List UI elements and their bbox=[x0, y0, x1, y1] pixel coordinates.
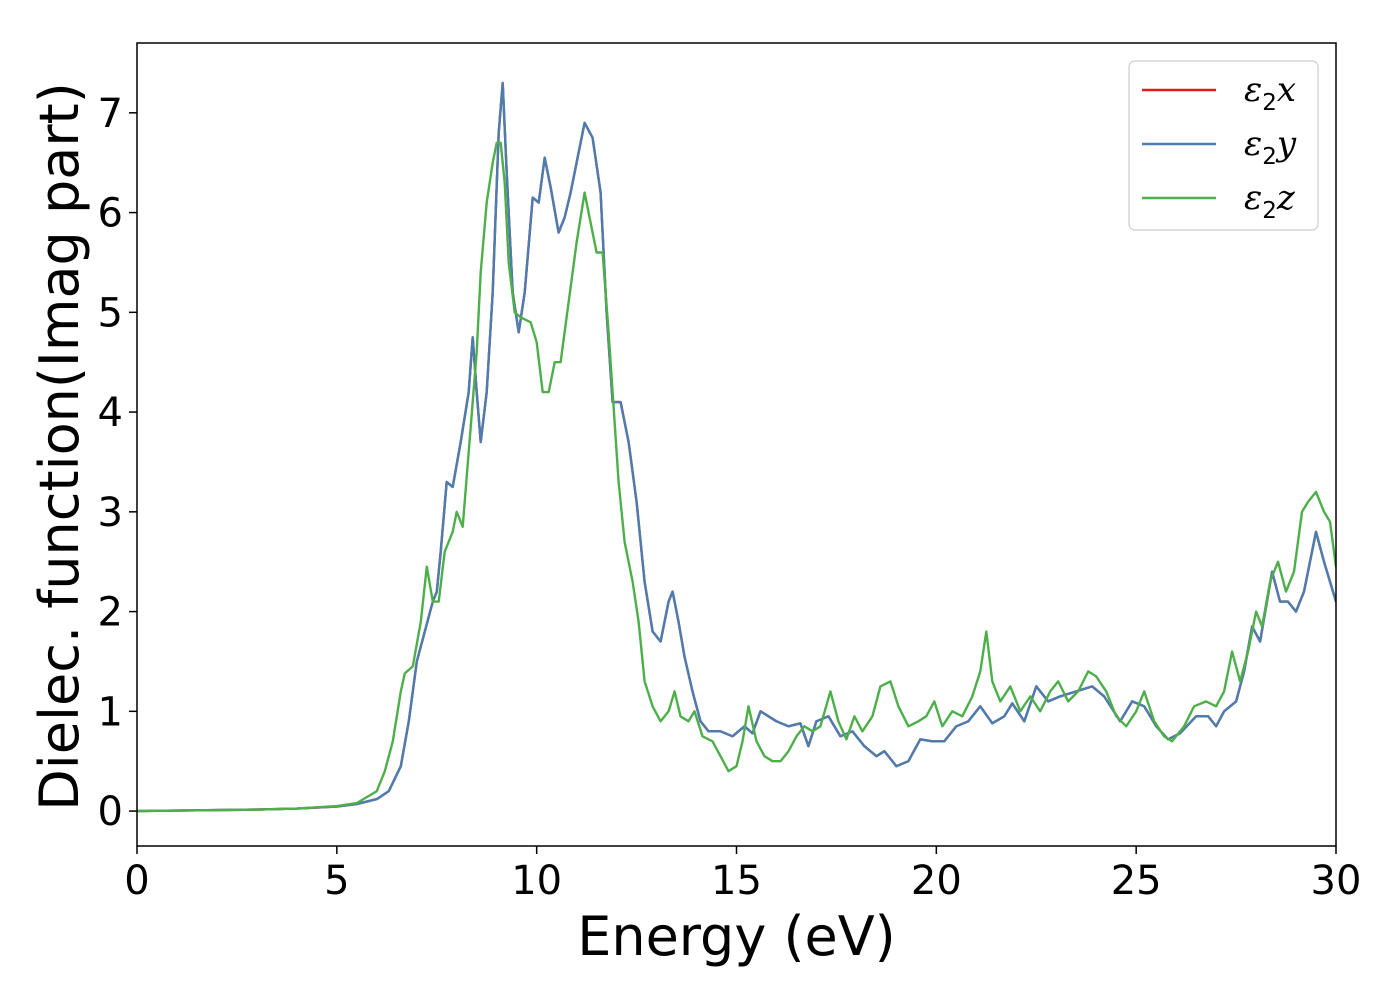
x-tick-label: 30 bbox=[1311, 858, 1362, 904]
x-tick-label: 0 bbox=[124, 858, 149, 904]
x-tick-label: 20 bbox=[911, 858, 962, 904]
y-tick-label: 3 bbox=[98, 490, 123, 536]
legend: ε2x ε2y ε2z bbox=[1128, 60, 1319, 231]
x-tick-label: 15 bbox=[711, 858, 762, 904]
legend-item-x: ε2x bbox=[1142, 70, 1296, 116]
legend-item-y: ε2y bbox=[1142, 124, 1297, 170]
y-tick-label: 1 bbox=[98, 689, 123, 735]
series-line-y bbox=[137, 81, 1336, 813]
legend-item-z: ε2z bbox=[1142, 178, 1296, 224]
y-axis-ticks: 0 1 2 3 4 5 6 7 bbox=[98, 91, 137, 835]
series-line-z bbox=[137, 141, 1336, 813]
y-tick-label: 4 bbox=[98, 390, 123, 436]
x-tick-label: 25 bbox=[1111, 858, 1162, 904]
x-tick-label: 10 bbox=[511, 858, 562, 904]
series-layer bbox=[137, 81, 1336, 813]
x-tick-label: 5 bbox=[324, 858, 349, 904]
y-tick-label: 7 bbox=[98, 91, 123, 137]
legend-label: ε2y bbox=[1244, 124, 1297, 170]
legend-box bbox=[1128, 60, 1319, 231]
legend-label: ε2z bbox=[1244, 178, 1296, 224]
x-axis-title: Energy (eV) bbox=[577, 905, 896, 968]
y-tick-label: 6 bbox=[98, 191, 123, 237]
y-axis-title: Dielec. function(Imag part) bbox=[28, 82, 91, 811]
y-tick-label: 5 bbox=[98, 290, 123, 336]
y-tick-label: 2 bbox=[98, 590, 123, 636]
y-tick-label: 0 bbox=[98, 789, 123, 835]
x-axis-ticks: 0 5 10 15 20 25 30 bbox=[124, 846, 1361, 904]
legend-label: ε2x bbox=[1244, 70, 1296, 116]
